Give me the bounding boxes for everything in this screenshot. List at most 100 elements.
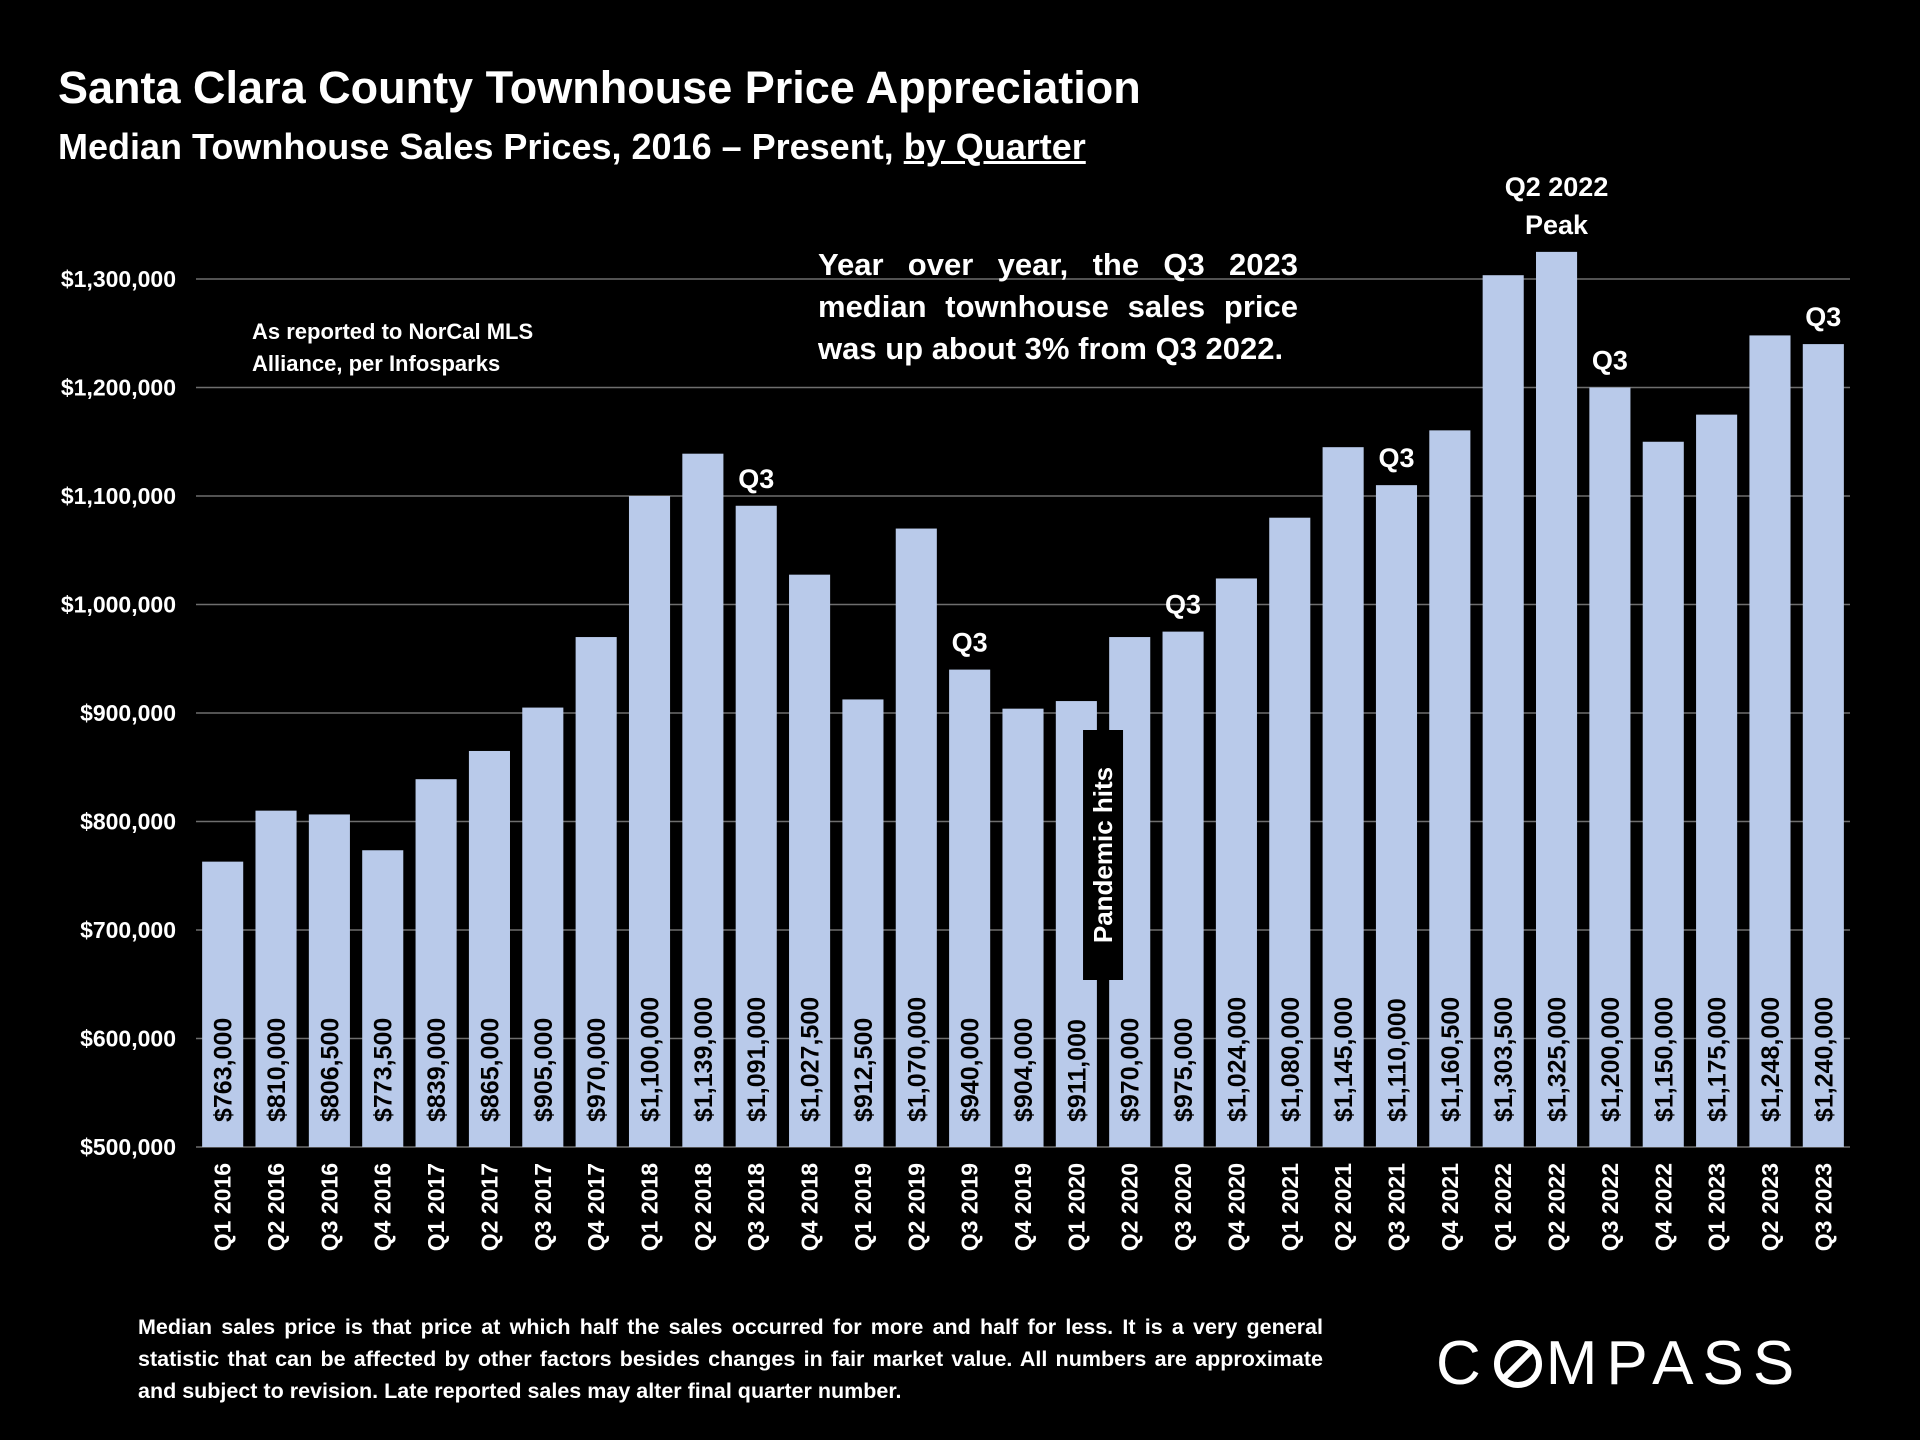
bar-annotation: Q3 xyxy=(952,628,988,658)
bar xyxy=(575,637,617,1147)
logo-letters-mpass: MPASS xyxy=(1545,1329,1804,1398)
bar-value-label: $763,000 xyxy=(210,1018,238,1122)
yoy-note: Year over year, the Q3 2023 median townh… xyxy=(818,247,1298,366)
bar xyxy=(1642,441,1684,1147)
bar xyxy=(1536,251,1578,1147)
bar xyxy=(468,750,510,1147)
x-tick-label: Q3 2017 xyxy=(530,1163,556,1251)
bar xyxy=(1215,578,1257,1147)
bar-value-label: $905,000 xyxy=(530,1018,558,1122)
x-tick-label: Q1 2022 xyxy=(1490,1163,1516,1251)
bar xyxy=(735,505,777,1147)
bar-value-label: $1,145,000 xyxy=(1330,997,1358,1122)
bar-value-label: $1,139,000 xyxy=(690,997,718,1122)
x-tick-label: Q2 2020 xyxy=(1117,1163,1143,1251)
subtitle-text: Median Townhouse Sales Prices, 2016 – Pr… xyxy=(58,126,894,167)
bar-value-label: $1,303,500 xyxy=(1490,997,1518,1122)
y-tick-label: $800,000 xyxy=(80,809,176,835)
compass-logo: C MPASS xyxy=(1436,1328,1803,1399)
bar xyxy=(628,496,671,1147)
bar-value-label: $970,000 xyxy=(1117,1018,1145,1122)
y-tick-label: $700,000 xyxy=(80,917,176,943)
x-tick-label: Q4 2022 xyxy=(1650,1163,1676,1251)
bar xyxy=(1002,708,1044,1147)
x-tick-label: Q3 2023 xyxy=(1810,1163,1836,1251)
x-tick-label: Q3 2016 xyxy=(316,1163,342,1251)
source-note: As reported to NorCal MLS Alliance, per … xyxy=(252,319,534,376)
bar-value-label: $865,000 xyxy=(476,1018,504,1122)
x-tick-label: Q1 2023 xyxy=(1704,1163,1730,1251)
bar-annotation: Q3 xyxy=(738,464,774,494)
x-tick-label: Q1 2016 xyxy=(210,1163,236,1251)
bar-chart: $500,000 $600,000 $700,000 $800,000 $900,000… xyxy=(61,172,1850,1251)
logo-letter-c: C xyxy=(1436,1329,1490,1398)
y-tick-label: $900,000 xyxy=(80,700,176,726)
bar-value-label: $839,000 xyxy=(423,1018,451,1122)
y-tick-label: $1,100,000 xyxy=(61,483,176,509)
y-tick-label: $1,300,000 xyxy=(61,266,176,292)
chart-title: Santa Clara County Townhouse Price Appre… xyxy=(58,62,1141,113)
bar-value-label: $1,027,500 xyxy=(797,997,825,1122)
x-tick-label: Q4 2021 xyxy=(1437,1163,1463,1251)
bar-annotation: Q3 xyxy=(1592,346,1628,376)
bar xyxy=(255,810,297,1147)
bar-value-label: $1,248,000 xyxy=(1757,997,1785,1122)
bar xyxy=(1802,344,1844,1148)
x-tick-label: Q3 2021 xyxy=(1383,1163,1409,1251)
bar-value-label: $1,100,000 xyxy=(637,997,665,1122)
bar xyxy=(1322,447,1364,1147)
pandemic-label-backdrop xyxy=(1083,730,1124,980)
x-tick-label: Q3 2022 xyxy=(1597,1163,1623,1251)
x-tick-label: Q4 2020 xyxy=(1223,1163,1249,1251)
x-tick-label: Q1 2021 xyxy=(1277,1163,1303,1251)
x-tick-label: Q3 2018 xyxy=(743,1163,769,1251)
bar-value-label: $1,110,000 xyxy=(1383,998,1411,1122)
y-tick-label: $600,000 xyxy=(80,1026,176,1052)
bar-value-label: $773,500 xyxy=(370,1018,398,1122)
bar xyxy=(949,669,991,1147)
bar-value-label: $1,160,500 xyxy=(1437,997,1465,1122)
bar xyxy=(842,699,884,1147)
x-tick-label: Q4 2017 xyxy=(583,1163,609,1251)
x-tick-label: Q2 2022 xyxy=(1544,1163,1570,1251)
bar-value-label: $1,325,000 xyxy=(1544,997,1572,1122)
bar xyxy=(1482,275,1524,1147)
bar-value-label: $1,091,000 xyxy=(743,997,771,1122)
y-tick-label: $500,000 xyxy=(80,1134,176,1160)
bar xyxy=(682,453,724,1147)
x-tick-label: Q2 2019 xyxy=(903,1163,929,1251)
bar-annotation: Q2 2022 xyxy=(1505,172,1609,202)
bar-value-label: $912,500 xyxy=(850,1018,878,1122)
x-tick-label: Q2 2023 xyxy=(1757,1163,1783,1251)
subtitle-by-quarter: by Quarter xyxy=(903,126,1086,167)
bar xyxy=(789,574,831,1147)
bar xyxy=(1696,414,1738,1147)
x-tick-label: Q1 2019 xyxy=(850,1163,876,1251)
bar-value-label: $1,070,000 xyxy=(903,997,931,1122)
bar-value-label: $940,000 xyxy=(957,1018,985,1122)
x-tick-label: Q2 2016 xyxy=(263,1163,289,1251)
bar-value-label: $975,000 xyxy=(1170,1018,1198,1122)
x-tick-label: Q2 2021 xyxy=(1330,1163,1356,1251)
x-tick-label: Q4 2019 xyxy=(1010,1163,1036,1251)
bar-value-label: $806,500 xyxy=(316,1018,344,1122)
x-tick-label: Q2 2017 xyxy=(476,1163,502,1251)
bar xyxy=(1429,430,1471,1147)
bar xyxy=(1162,631,1204,1147)
chart-subtitle: Median Townhouse Sales Prices, 2016 – Pr… xyxy=(58,126,1086,168)
bar-value-label: $1,240,000 xyxy=(1810,997,1838,1122)
bar xyxy=(522,707,564,1147)
bar xyxy=(362,850,404,1147)
x-tick-label: Q1 2020 xyxy=(1063,1163,1089,1251)
bar-annotation: Peak xyxy=(1525,210,1589,240)
bar-value-label: $1,175,000 xyxy=(1704,997,1732,1122)
bar-value-label: $1,150,000 xyxy=(1650,997,1678,1122)
x-tick-label: Q4 2016 xyxy=(370,1163,396,1251)
x-tick-label: Q2 2018 xyxy=(690,1163,716,1251)
x-tick-label: Q1 2017 xyxy=(423,1163,449,1251)
bar xyxy=(895,528,937,1147)
bar-value-label: $1,024,000 xyxy=(1223,997,1251,1122)
bar xyxy=(308,814,350,1147)
bar-annotation: Q3 xyxy=(1805,302,1841,332)
logo-o-icon xyxy=(1493,1340,1542,1388)
